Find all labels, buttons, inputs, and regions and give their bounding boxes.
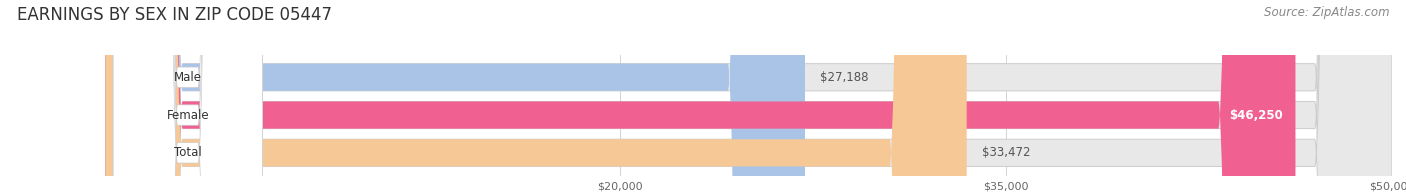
Text: $33,472: $33,472 bbox=[983, 146, 1031, 159]
FancyBboxPatch shape bbox=[105, 0, 1392, 195]
Text: $46,250: $46,250 bbox=[1229, 109, 1282, 121]
FancyBboxPatch shape bbox=[105, 0, 1392, 195]
Text: Total: Total bbox=[174, 146, 201, 159]
FancyBboxPatch shape bbox=[112, 0, 263, 195]
Text: EARNINGS BY SEX IN ZIP CODE 05447: EARNINGS BY SEX IN ZIP CODE 05447 bbox=[17, 6, 332, 24]
Text: Female: Female bbox=[166, 109, 209, 121]
FancyBboxPatch shape bbox=[105, 0, 806, 195]
Text: Source: ZipAtlas.com: Source: ZipAtlas.com bbox=[1264, 6, 1389, 19]
FancyBboxPatch shape bbox=[112, 0, 263, 195]
FancyBboxPatch shape bbox=[112, 0, 263, 195]
FancyBboxPatch shape bbox=[105, 0, 967, 195]
FancyBboxPatch shape bbox=[105, 0, 1392, 195]
Text: Male: Male bbox=[174, 71, 202, 84]
FancyBboxPatch shape bbox=[105, 0, 1295, 195]
Text: $27,188: $27,188 bbox=[821, 71, 869, 84]
